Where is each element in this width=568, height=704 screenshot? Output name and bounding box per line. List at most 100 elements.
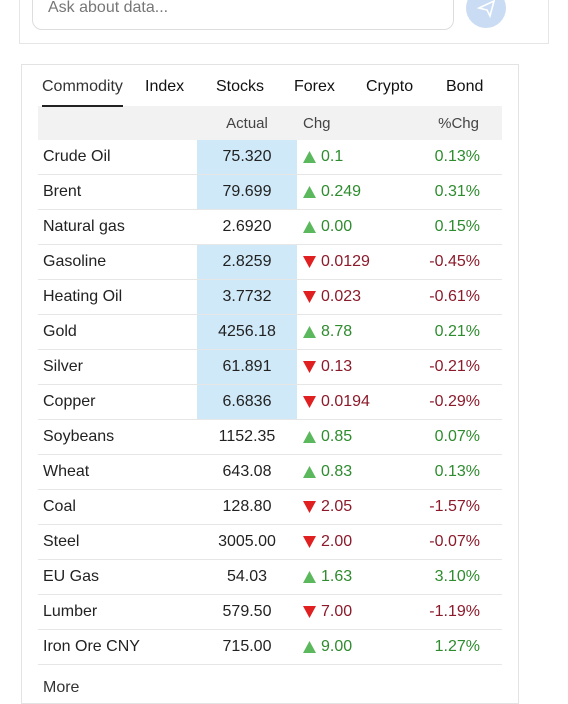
actual-value: 3005.00: [218, 533, 276, 550]
percent-change: -0.61%: [429, 288, 480, 305]
actual-value: 6.6836: [222, 393, 272, 410]
table-row: [38, 350, 502, 385]
change-value: 7.00: [321, 603, 353, 620]
table-header: [38, 106, 502, 140]
tab[interactable]: Stocks: [216, 78, 265, 95]
actual-value: 79.699: [222, 183, 272, 200]
percent-change: -0.29%: [429, 393, 480, 410]
change-value: 0.83: [321, 463, 353, 480]
percent-change: 3.10%: [434, 568, 480, 585]
change-arrow: [303, 570, 316, 588]
search-box[interactable]: Ask about data...: [32, 0, 454, 30]
tab[interactable]: Bond: [446, 78, 484, 95]
percent-change: -1.19%: [429, 603, 480, 620]
more-link[interactable]: More: [43, 679, 80, 696]
table-row: [38, 630, 502, 665]
tab[interactable]: Commodity: [42, 78, 123, 107]
table-row: [38, 280, 502, 315]
actual-value: 75.320: [222, 148, 272, 165]
actual-value: 3.7732: [222, 288, 272, 305]
commodity-name: Brent: [43, 183, 82, 200]
actual-value: 2.8259: [222, 253, 272, 270]
table-row: [38, 245, 502, 280]
table-row: [38, 420, 502, 455]
highlight-cell: [197, 315, 297, 349]
actual-value: 1152.35: [218, 428, 276, 445]
commodity-name: Silver: [43, 358, 84, 375]
send-icon: [476, 0, 496, 19]
search-placeholder: Ask about data...: [48, 0, 169, 16]
percent-change: -0.07%: [429, 533, 480, 550]
highlight-cell: [197, 245, 297, 279]
column-header: Actual: [226, 115, 268, 132]
actual-value: 128.80: [222, 498, 272, 515]
change-value: 1.63: [321, 568, 353, 585]
table-row: [38, 175, 502, 210]
change-arrow: [303, 150, 316, 168]
commodity-name: Heating Oil: [43, 288, 123, 305]
table-row: [38, 140, 502, 175]
change-arrow: [303, 220, 316, 238]
percent-change: 0.07%: [434, 428, 480, 445]
table-row: [38, 385, 502, 420]
table-row: [38, 210, 502, 245]
table-row: [38, 490, 502, 525]
percent-change: 0.31%: [434, 183, 480, 200]
change-value: 0.0194: [321, 393, 370, 410]
change-arrow: [303, 185, 316, 203]
change-arrow: [303, 395, 316, 413]
change-arrow: [303, 500, 316, 518]
percent-change: -1.57%: [429, 498, 480, 515]
commodity-name: Iron Ore CNY: [43, 638, 140, 655]
change-arrow: [303, 535, 316, 553]
actual-value: 715.00: [222, 638, 272, 655]
change-arrow: [303, 255, 316, 273]
table-row: [38, 560, 502, 595]
highlight-cell: [197, 280, 297, 314]
commodity-name: Steel: [43, 533, 80, 550]
table-row: [38, 595, 502, 630]
change-value: 0.00: [321, 218, 353, 235]
column-header: Chg: [303, 115, 331, 132]
change-arrow: [303, 605, 316, 623]
highlight-cell: [197, 140, 297, 174]
percent-change: 0.13%: [434, 463, 480, 480]
commodity-name: Gasoline: [43, 253, 107, 270]
commodity-name: Lumber: [43, 603, 98, 620]
actual-value: 579.50: [222, 603, 272, 620]
tab[interactable]: Index: [145, 78, 185, 95]
change-value: 0.13: [321, 358, 353, 375]
percent-change: -0.45%: [429, 253, 480, 270]
page: Ask about data... (() => { const data = …: [19, 0, 549, 704]
actual-value: 4256.18: [218, 323, 276, 340]
change-value: 2.00: [321, 533, 353, 550]
commodity-name: Crude Oil: [43, 148, 111, 165]
actual-value: 54.03: [226, 568, 268, 585]
change-arrow: [303, 325, 316, 343]
change-arrow: [303, 360, 316, 378]
table-row: [38, 315, 502, 350]
change-value: 0.85: [321, 428, 353, 445]
table-row: [38, 455, 502, 490]
actual-value: 61.891: [222, 358, 272, 375]
commodity-name: Wheat: [43, 463, 90, 480]
highlight-cell: [197, 175, 297, 209]
commodity-name: Copper: [43, 393, 96, 410]
commodity-name: Soybeans: [43, 428, 115, 445]
tab[interactable]: Forex: [294, 78, 335, 95]
tab[interactable]: Crypto: [366, 78, 414, 95]
percent-change: 1.27%: [434, 638, 480, 655]
change-value: 0.249: [321, 183, 362, 200]
send-button[interactable]: [466, 0, 506, 28]
change-value: 8.78: [321, 323, 353, 340]
percent-change: -0.21%: [429, 358, 480, 375]
change-arrow: [303, 465, 316, 483]
change-arrow: [303, 430, 316, 448]
commodity-name: Coal: [43, 498, 76, 515]
actual-value: 643.08: [222, 463, 272, 480]
change-value: 0.0129: [321, 253, 370, 270]
percent-change: 0.13%: [434, 148, 480, 165]
column-header: %Chg: [438, 115, 479, 132]
search-card: [19, 0, 549, 44]
change-arrow: [303, 290, 316, 308]
